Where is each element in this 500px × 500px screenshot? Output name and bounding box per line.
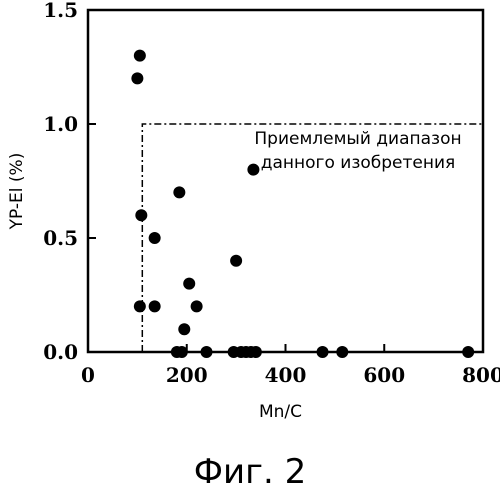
data-point bbox=[134, 50, 146, 62]
figure-caption: Фиг. 2 bbox=[0, 452, 500, 492]
data-point bbox=[247, 164, 259, 176]
x-axis-label: Mn/C bbox=[259, 402, 302, 422]
y-tick-label: 1.5 bbox=[43, 0, 78, 22]
data-point bbox=[230, 255, 242, 267]
acceptable-range-label-line1: Приемлемый диапазон bbox=[254, 129, 461, 149]
data-point bbox=[131, 72, 143, 84]
data-point bbox=[149, 300, 161, 312]
data-point bbox=[149, 232, 161, 244]
x-tick-label: 600 bbox=[363, 363, 405, 387]
data-point bbox=[135, 209, 147, 221]
x-tick-label: 0 bbox=[81, 363, 95, 387]
data-point bbox=[173, 186, 185, 198]
plot-frame bbox=[88, 10, 483, 352]
data-point bbox=[183, 278, 195, 290]
y-tick-label: 0.5 bbox=[43, 226, 78, 250]
data-point bbox=[250, 346, 262, 358]
y-tick-label: 0.0 bbox=[43, 340, 78, 364]
data-point bbox=[201, 346, 213, 358]
acceptable-range-label-line2: данного изобретения bbox=[261, 153, 456, 173]
x-tick-label: 400 bbox=[265, 363, 307, 387]
x-tick-label: 200 bbox=[166, 363, 208, 387]
data-point bbox=[317, 346, 329, 358]
data-point bbox=[176, 346, 188, 358]
data-point bbox=[134, 300, 146, 312]
y-axis-label: YP-El (%) bbox=[7, 153, 27, 231]
data-point bbox=[336, 346, 348, 358]
data-point bbox=[191, 300, 203, 312]
plot-area: 0.0 0.5 1.0 1.5 0 200 400 600 800 Mn/C YP-El (%) Пр… bbox=[7, 0, 500, 422]
x-tick-label: 800 bbox=[462, 363, 500, 387]
data-point bbox=[462, 346, 474, 358]
y-tick-label: 1.0 bbox=[43, 112, 78, 136]
data-point bbox=[178, 323, 190, 335]
